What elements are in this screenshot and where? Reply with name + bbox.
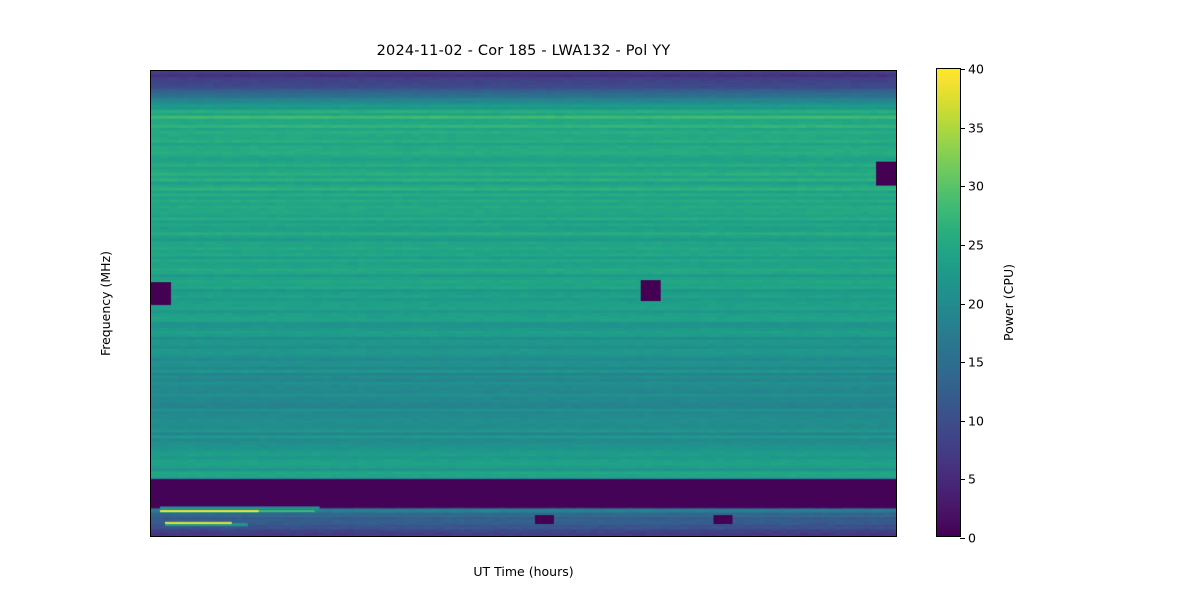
- x-minor-tick-mark: [668, 536, 669, 537]
- colorbar-tick-label: 35: [968, 120, 984, 136]
- x-minor-tick-mark: [403, 536, 404, 537]
- y-axis-label: Frequency (MHz): [98, 250, 113, 357]
- x-minor-tick-mark: [160, 536, 161, 537]
- colorbar-tick-mark: [960, 244, 965, 246]
- page-title: 2024-11-02 - Cor 185 - LWA132 - Pol YY: [376, 43, 671, 59]
- y-tick-mark: [150, 496, 151, 497]
- x-minor-tick-mark: [558, 536, 559, 537]
- colorbar-tick-mark: [960, 69, 965, 70]
- x-minor-tick-mark: [757, 536, 758, 537]
- y-tick-mark: [150, 432, 151, 433]
- x-minor-tick-mark: [381, 536, 382, 537]
- colorbar-tick-label: 25: [968, 237, 984, 253]
- heatmap-image: [151, 71, 896, 536]
- colorbar-tick-mark: [960, 186, 965, 188]
- colorbar-tick-mark: [960, 362, 965, 364]
- colorbar-tick-mark: [960, 127, 965, 129]
- x-tick-mark: [801, 536, 802, 537]
- x-minor-tick-mark: [425, 536, 426, 537]
- x-minor-tick-mark: [337, 536, 338, 537]
- colorbar-tick-label: 5: [968, 471, 976, 487]
- colorbar[interactable]: 0 5 10 15 20 25 30 35 40: [936, 62, 984, 546]
- x-tick-mark: [690, 536, 691, 537]
- y-tick-mark: [150, 113, 151, 114]
- x-minor-tick-mark: [536, 536, 537, 537]
- x-minor-tick-mark: [292, 536, 293, 537]
- x-minor-tick-mark: [823, 536, 824, 537]
- colorbar-gradient: [937, 69, 960, 536]
- colorbar-tick-label: 40: [968, 61, 984, 77]
- x-minor-tick-mark: [447, 536, 448, 537]
- colorbar-label: Power (CPU): [1001, 264, 1016, 341]
- x-minor-tick-mark: [182, 536, 183, 537]
- colorbar-tick-mark: [960, 303, 965, 305]
- colorbar-tick-label: 20: [968, 296, 984, 311]
- spectrogram-plot-area[interactable]: 20304050607080 789101112: [150, 70, 897, 537]
- colorbar-tick-label: 10: [968, 413, 984, 429]
- x-minor-tick-mark: [734, 536, 735, 537]
- x-minor-tick-mark: [226, 536, 227, 537]
- x-minor-tick-mark: [491, 536, 492, 537]
- x-minor-tick-mark: [624, 536, 625, 537]
- x-tick-mark: [469, 536, 470, 537]
- colorbar-tick-label: 15: [968, 354, 984, 370]
- colorbar-tick-mark: [960, 538, 965, 539]
- x-minor-tick-mark: [845, 536, 846, 537]
- x-tick-mark: [580, 536, 581, 537]
- x-axis-label: UT Time (hours): [473, 564, 574, 579]
- x-minor-tick-mark: [867, 536, 868, 537]
- x-minor-tick-mark: [646, 536, 647, 537]
- colorbar-tick-label: 0: [968, 530, 976, 546]
- x-minor-tick-mark: [602, 536, 603, 537]
- colorbar-tick-mark: [960, 420, 965, 422]
- x-minor-tick-mark: [270, 536, 271, 537]
- x-tick-mark: [248, 536, 249, 537]
- y-tick-mark: [150, 177, 151, 178]
- x-minor-tick-mark: [889, 536, 890, 537]
- colorbar-tick-label: 30: [968, 178, 984, 194]
- colorbar-tick-mark: [960, 479, 965, 481]
- x-minor-tick-mark: [513, 536, 514, 537]
- x-minor-tick-mark: [204, 536, 205, 537]
- y-tick-mark: [150, 368, 151, 369]
- x-minor-tick-mark: [712, 536, 713, 537]
- x-minor-tick-mark: [779, 536, 780, 537]
- x-tick-mark: [359, 536, 360, 537]
- y-tick-mark: [150, 305, 151, 306]
- y-tick-mark: [150, 241, 151, 242]
- x-minor-tick-mark: [315, 536, 316, 537]
